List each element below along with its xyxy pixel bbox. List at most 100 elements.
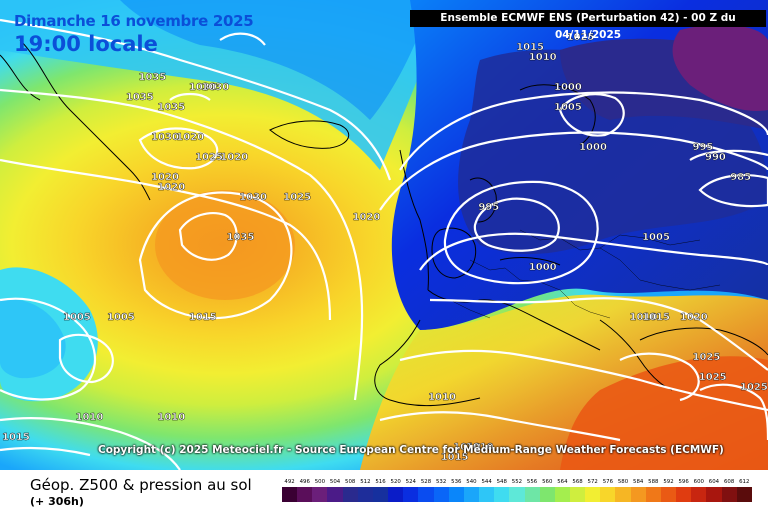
isobar-label: 1005 xyxy=(642,232,670,243)
color-scale-label: 604 xyxy=(708,479,720,485)
isobar-label: 1025 xyxy=(740,382,768,393)
isobar-label: 995 xyxy=(478,202,499,213)
isobar-label: 1010 xyxy=(76,412,104,423)
isobar-label: 1035 xyxy=(157,102,185,113)
isobar-label: 1015 xyxy=(2,432,30,443)
z500-field-north-blue xyxy=(120,0,430,120)
isobar-label: 1010 xyxy=(453,442,481,453)
color-scale-swatch xyxy=(297,487,313,502)
color-scale-label: 492 xyxy=(284,479,295,485)
color-scale-label: 528 xyxy=(420,479,432,485)
color-scale-label: 584 xyxy=(633,479,644,485)
color-scale-label: 504 xyxy=(329,479,341,485)
isobar-label: 1015 xyxy=(516,42,544,53)
color-scale-label: 596 xyxy=(678,479,689,485)
isobar-label: 1030 xyxy=(201,82,229,93)
color-scale-swatch xyxy=(721,487,737,502)
color-scale-swatch xyxy=(509,487,525,502)
color-scale-swatch xyxy=(463,487,480,502)
isobar-label: 1000 xyxy=(529,262,557,273)
isobar-label: 1020 xyxy=(157,182,185,193)
color-scale-swatch xyxy=(554,487,570,502)
color-scale-swatch xyxy=(615,487,631,502)
color-scale-label: 520 xyxy=(390,479,401,485)
map-valid-time: 19:00 locale xyxy=(14,32,158,56)
color-scale-label: 572 xyxy=(587,479,598,485)
color-scale-swatch xyxy=(479,487,495,502)
color-scale-swatch xyxy=(327,487,343,502)
color-scale-swatch xyxy=(706,487,722,502)
color-scale-label: 536 xyxy=(451,479,462,485)
color-scale-label: 612 xyxy=(739,479,750,485)
color-scale-swatch xyxy=(342,487,358,502)
color-scale-label: 552 xyxy=(511,479,523,485)
color-scale-label: 556 xyxy=(526,479,538,485)
color-scale-label: 524 xyxy=(405,479,416,485)
color-scale-label: 568 xyxy=(572,479,583,485)
color-scale-label: 600 xyxy=(693,479,704,485)
isobar-label: 1020 xyxy=(680,312,708,323)
color-scale-swatch xyxy=(418,487,434,502)
isobar-label: 1025 xyxy=(699,372,727,383)
color-scale-swatch xyxy=(433,487,449,502)
isobar-label: 995 xyxy=(693,142,714,153)
color-scale-label: 588 xyxy=(648,479,659,485)
isobar-label: 1035 xyxy=(227,232,255,243)
color-scale-swatch xyxy=(600,487,616,502)
color-scale-label: 516 xyxy=(375,479,386,485)
isobar-label: 1010 xyxy=(466,442,494,453)
color-scale-label: 564 xyxy=(557,479,568,485)
isobar-label: 1035 xyxy=(126,92,154,103)
country-borders xyxy=(449,229,721,319)
color-scale-swatch xyxy=(312,487,328,502)
z500-field-trough-purple xyxy=(672,24,768,111)
color-scale-label: 532 xyxy=(435,479,447,485)
isobar-label: 1020 xyxy=(176,132,204,143)
color-scale-swatch xyxy=(645,487,661,502)
isobar-label: 1005 xyxy=(63,312,91,323)
color-scale-swatch xyxy=(569,487,586,502)
color-scale-swatch xyxy=(388,487,404,502)
color-scale-label: 540 xyxy=(466,479,477,485)
color-scale-swatch xyxy=(403,487,419,502)
color-scale: 492 496 500 504 508 512 516 520 524 528 532 536 540 5… xyxy=(282,479,752,507)
forecast-map[interactable]: 1035103510301030103510301020102510201020… xyxy=(0,0,768,470)
isobar-label: 1030 xyxy=(151,132,179,143)
color-scale-label: 548 xyxy=(496,479,507,485)
color-scale-swatch xyxy=(448,487,464,502)
color-scale-swatch xyxy=(372,487,389,502)
isobar-label: 1020 xyxy=(220,152,248,163)
isobar-labels: 1035103510301030103510301020102510201020… xyxy=(2,32,768,463)
forecast-lead-time: (+ 306h) xyxy=(30,495,84,508)
color-scale-swatch xyxy=(282,487,298,502)
copyright-notice: Copyright (c) 2025 Meteociel.fr - Source… xyxy=(98,444,724,456)
isobar-label: 1015 xyxy=(642,312,670,323)
isobar-label: 990 xyxy=(705,152,726,163)
isobar-label: 1010 xyxy=(428,392,456,403)
color-scale-label: 580 xyxy=(617,479,629,485)
color-scale-swatch xyxy=(630,487,646,502)
isobar-label: 1000 xyxy=(554,82,582,93)
isobar-label: 1015 xyxy=(189,312,217,323)
color-scale-label: 500 xyxy=(314,479,326,485)
isobar-label: 1025 xyxy=(195,152,223,163)
z500-field-high-core xyxy=(155,190,295,300)
color-scale-swatch xyxy=(691,487,707,502)
isobar-label: 985 xyxy=(730,172,751,183)
isobar-label: 1030 xyxy=(239,192,267,203)
color-scale-swatch xyxy=(539,487,555,502)
model-run-header: Ensemble ECMWF ENS (Perturbation 42) - 0… xyxy=(410,10,766,41)
map-valid-date: Dimanche 16 novembre 2025 xyxy=(14,12,254,30)
isobar-label: 1010 xyxy=(529,52,557,63)
color-scale-swatch xyxy=(494,487,510,502)
color-scale-swatch xyxy=(357,487,373,502)
color-scale-label: 608 xyxy=(723,479,735,485)
isobar-label: 1010 xyxy=(157,412,185,423)
color-scale-swatch xyxy=(676,487,692,502)
color-scale-labels: 492 496 500 504 508 512 516 520 524 528 532 536 540 5… xyxy=(282,479,752,485)
color-scale-label: 508 xyxy=(345,479,356,485)
isobar-label: 1025 xyxy=(567,32,595,43)
isobar-label: 1005 xyxy=(554,102,582,113)
color-scale-label: 560 xyxy=(542,479,553,485)
isobar-label: 1000 xyxy=(579,142,607,153)
